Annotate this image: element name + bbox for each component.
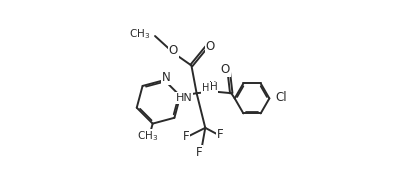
Text: H: H	[209, 82, 217, 92]
Text: H: H	[208, 81, 215, 91]
Text: F: F	[195, 146, 202, 159]
Text: H: H	[202, 83, 209, 93]
Text: CH$_3$: CH$_3$	[129, 27, 150, 41]
Text: O: O	[220, 63, 229, 76]
Text: O: O	[205, 40, 215, 53]
Text: O: O	[168, 44, 178, 57]
Text: F: F	[216, 128, 223, 141]
Text: HN: HN	[175, 93, 192, 103]
Text: N: N	[161, 71, 170, 84]
Text: F: F	[183, 130, 189, 143]
Text: CH$_3$: CH$_3$	[137, 129, 158, 143]
Text: Cl: Cl	[275, 91, 286, 104]
Text: N: N	[209, 83, 217, 96]
